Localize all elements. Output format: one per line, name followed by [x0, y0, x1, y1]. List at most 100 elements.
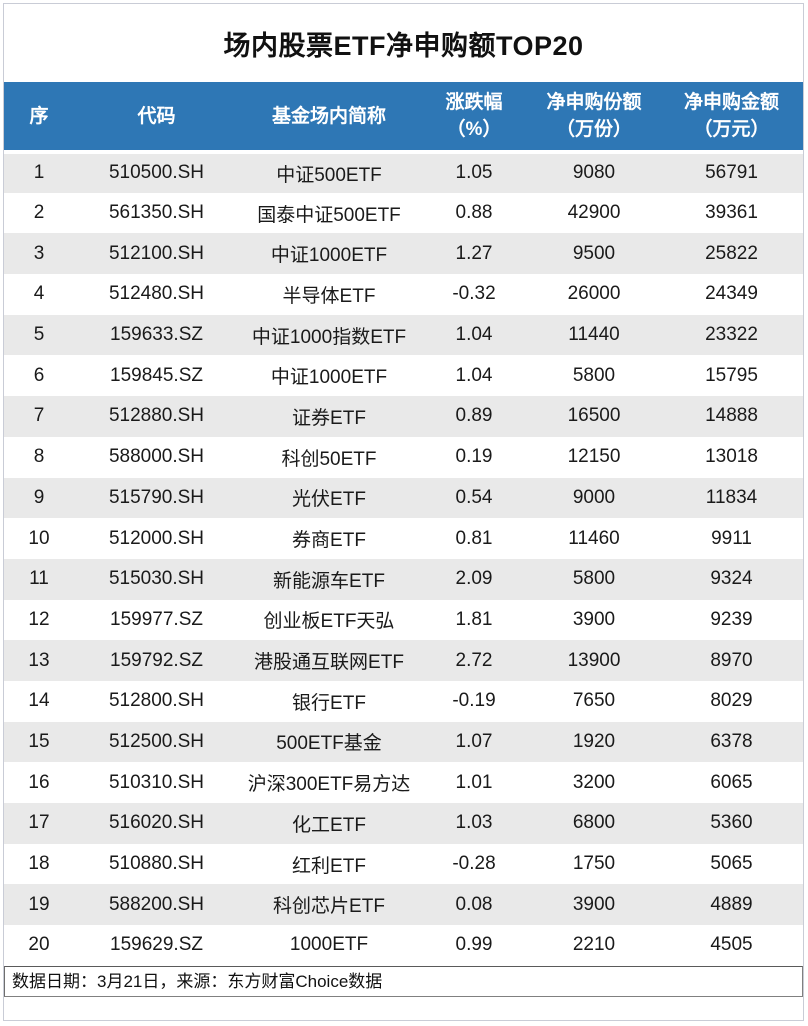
table-cell: 1.05 — [419, 150, 529, 193]
table-row: 11 515030.SH 新能源车ETF 2.09 5800 9324 — [4, 558, 803, 600]
table-cell: 1.01 — [455, 771, 493, 793]
table-cell: 510500.SH — [74, 150, 239, 193]
table-cell: 红利ETF — [292, 855, 366, 877]
table-row: 18 510880.SH 红利ETF -0.28 1750 5065 — [4, 844, 803, 885]
table-cell: 2210 — [572, 934, 616, 956]
table-cell: 3200 — [572, 771, 616, 793]
table-cell: 5 — [4, 314, 74, 356]
table-cell: 0.08 — [419, 884, 529, 926]
table-cell: 0.99 — [455, 934, 493, 956]
table-cell: -0.19 — [452, 690, 496, 712]
table-cell: 8029 — [710, 690, 753, 712]
header-row: 序 代码 基金场内简称 涨跌幅 （%） — [4, 82, 803, 152]
table-cell: 4505 — [710, 934, 753, 956]
table-cell: 半导体ETF — [282, 285, 376, 307]
table-cell: 500ETF基金 — [239, 721, 419, 763]
table-cell: 512480.SH — [108, 283, 205, 305]
table-row: 6 159845.SZ 中证1000ETF 1.04 5800 15795 — [4, 355, 803, 396]
table-cell: 港股通互联网ETF — [239, 640, 419, 681]
table-cell: -0.28 — [452, 853, 496, 875]
table-cell: 9239 — [710, 608, 753, 630]
table-cell: 159633.SZ — [74, 314, 239, 356]
table-cell: 1.04 — [455, 364, 493, 386]
table-cell: 光伏ETF — [239, 477, 419, 519]
col-header-net-shares: 净申购份额 （万份） — [529, 82, 659, 152]
table-row: 5 159633.SZ 中证1000指数ETF 1.04 11440 23322 — [4, 314, 803, 356]
table-cell: 券商ETF — [292, 530, 366, 552]
table-row: 14 512800.SH 银行ETF -0.19 7650 8029 — [4, 681, 803, 722]
table-cell: 9911 — [711, 527, 752, 549]
table-row: 17 516020.SH 化工ETF 1.03 6800 5360 — [4, 803, 803, 844]
table-cell: 588200.SH — [74, 884, 239, 926]
table-row: 7 512880.SH 证券ETF 0.89 16500 14888 — [4, 396, 803, 437]
table-cell: 14888 — [659, 396, 803, 437]
table-cell: 11 — [4, 558, 74, 600]
table-cell: 515790.SH — [74, 477, 239, 519]
table-cell: 56791 — [659, 150, 803, 193]
table-cell: 18 — [28, 853, 50, 875]
table-row: 10 512000.SH 券商ETF 0.81 11460 9911 — [4, 518, 803, 559]
col-header-fund-name: 基金场内简称 — [239, 82, 419, 152]
table-cell: 159977.SZ — [110, 608, 203, 630]
table-cell: 1.07 — [419, 721, 529, 763]
data-source-note: 数据日期：3月21日，来源：东方财富Choice数据 — [4, 965, 803, 997]
table-cell: 7 — [4, 396, 74, 437]
table-cell: 13 — [4, 640, 74, 681]
table-row: 4 512480.SH 半导体ETF -0.32 26000 24349 — [4, 274, 803, 315]
table-cell: 8970 — [659, 640, 803, 681]
table-cell: 中证1000指数ETF — [239, 314, 419, 356]
table-cell: 5800 — [572, 364, 616, 386]
col-header-code: 代码 — [74, 82, 239, 152]
table-row: 13 159792.SZ 港股通互联网ETF 2.72 13900 8970 — [4, 640, 803, 681]
table-cell: 0.81 — [455, 527, 493, 549]
col-header-unit: （%） — [446, 119, 502, 140]
table-cell: 7650 — [572, 690, 616, 712]
table-cell: 国泰中证500ETF — [257, 204, 401, 226]
table-cell: -0.32 — [452, 283, 496, 305]
table-cell: 中证500ETF — [239, 150, 419, 193]
table-cell: 14 — [28, 690, 50, 712]
table-cell: 科创50ETF — [281, 448, 377, 470]
table-cell: 512000.SH — [108, 527, 205, 549]
table-cell: 510880.SH — [108, 853, 205, 875]
table-cell: 9 — [4, 477, 74, 519]
col-header-label: 净申购份额 — [546, 92, 642, 113]
col-header-unit: （万元） — [693, 119, 770, 140]
table-cell: 9000 — [529, 477, 659, 519]
table-cell: 515030.SH — [74, 558, 239, 600]
table-cell: 13900 — [529, 640, 659, 681]
table-cell: 证券ETF — [239, 396, 419, 437]
table-cell: 26000 — [567, 283, 621, 305]
table-row: 19 588200.SH 科创芯片ETF 0.08 3900 4889 — [4, 884, 803, 926]
table-cell: 4889 — [659, 884, 803, 926]
table-row: 8 588000.SH 科创50ETF 0.19 12150 13018 — [4, 437, 803, 478]
table-cell: 25822 — [659, 233, 803, 275]
table-cell: 3 — [4, 233, 74, 275]
table-cell: 9324 — [659, 558, 803, 600]
table-cell: 1750 — [572, 853, 616, 875]
table-cell: 16 — [28, 771, 50, 793]
table-row: 9 515790.SH 光伏ETF 0.54 9000 11834 — [4, 477, 803, 519]
col-header-label: 基金场内简称 — [271, 105, 386, 127]
table-cell: 12150 — [567, 446, 621, 468]
table-cell: 512500.SH — [74, 721, 239, 763]
table-cell: 20 — [28, 934, 50, 956]
table-cell: 16500 — [529, 396, 659, 437]
table-cell: 12 — [28, 608, 50, 630]
table-cell: 0.88 — [455, 202, 493, 224]
table-cell: 1000ETF — [289, 934, 369, 956]
table-row: 15 512500.SH 500ETF基金 1.07 1920 6378 — [4, 721, 803, 763]
table-card: 场内股票ETF净申购额TOP20 序 代码 — [3, 3, 804, 1021]
table-row: 1 510500.SH 中证500ETF 1.05 9080 56791 — [4, 150, 803, 193]
table-cell: 4 — [33, 283, 45, 305]
col-header-label: 涨跌幅 — [445, 92, 503, 113]
table-cell: 159792.SZ — [74, 640, 239, 681]
table-cell: 561350.SH — [108, 202, 205, 224]
table-cell: 19 — [4, 884, 74, 926]
table-cell: 8 — [33, 446, 45, 468]
table-cell: 24349 — [705, 283, 758, 305]
table-cell: 11834 — [659, 477, 803, 519]
table-cell: 6065 — [710, 771, 753, 793]
table-cell: 10 — [28, 527, 50, 549]
table-cell: 588000.SH — [108, 446, 205, 468]
